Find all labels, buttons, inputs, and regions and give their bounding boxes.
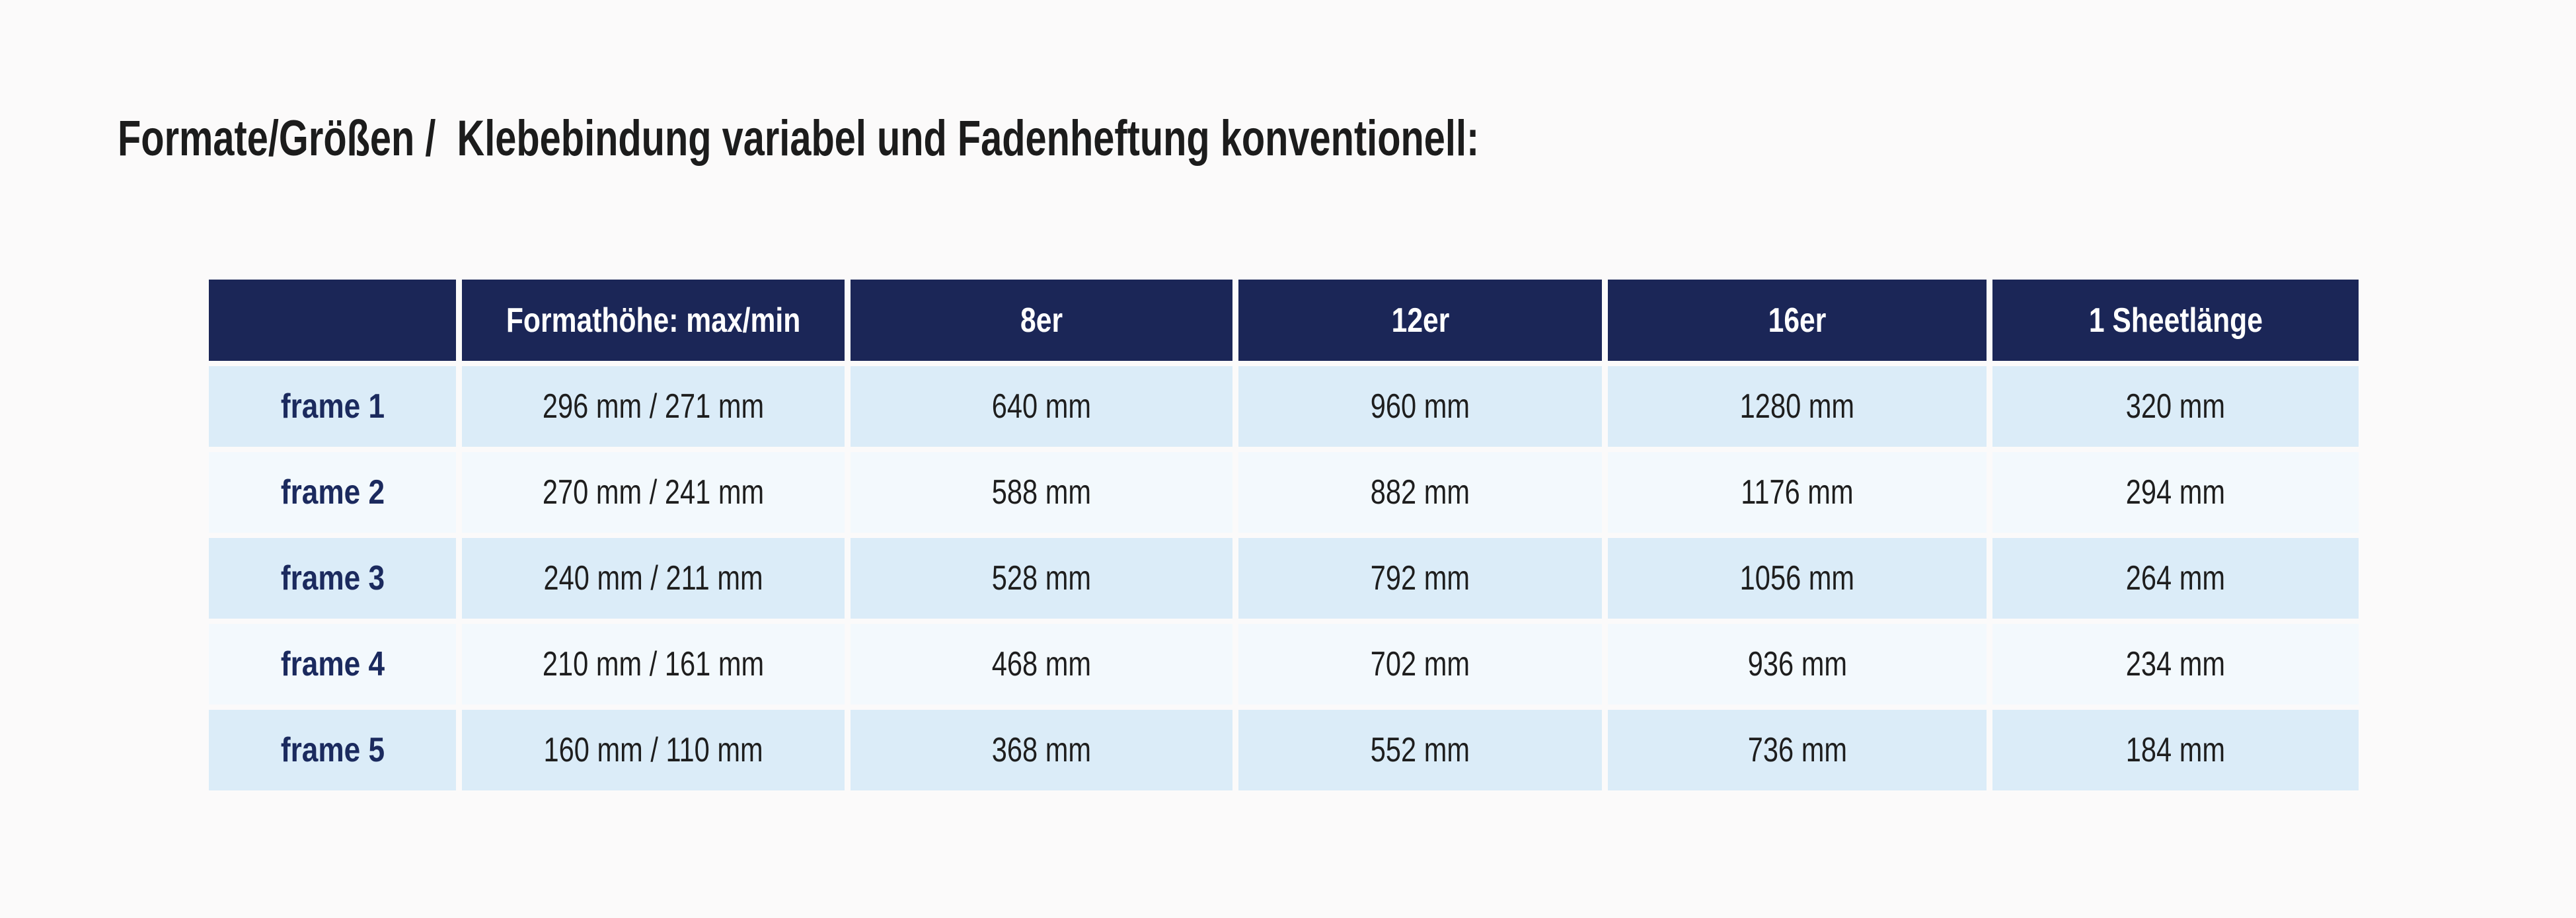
header-cell-12er: 12er [1238, 280, 1602, 361]
value-cell: 528 mm [851, 538, 1232, 619]
value-cell: 1056 mm [1608, 538, 1987, 619]
header-cell-16er: 16er [1608, 280, 1987, 361]
value-cell: 1280 mm [1608, 366, 1987, 447]
page-title: Formate/Größen / Klebebindung variabel u… [118, 111, 1909, 167]
data-table: Formathöhe: max/min 8er 12er 16er 1 Shee… [209, 280, 2359, 790]
value-cell: 588 mm [851, 452, 1232, 533]
value-cell: 160 mm / 110 mm [462, 710, 845, 790]
header-cell-sheetlaenge: 1 Sheetlänge [1992, 280, 2359, 361]
value-cell: 960 mm [1238, 366, 1602, 447]
header-cell-empty [209, 280, 456, 361]
value-cell: 184 mm [1992, 710, 2359, 790]
value-cell: 640 mm [851, 366, 1232, 447]
value-cell: 882 mm [1238, 452, 1602, 533]
value-cell: 294 mm [1992, 452, 2359, 533]
row-label-cell: frame 1 [209, 366, 456, 447]
value-cell: 368 mm [851, 710, 1232, 790]
row-label-cell: frame 2 [209, 452, 456, 533]
value-cell: 320 mm [1992, 366, 2359, 447]
value-cell: 264 mm [1992, 538, 2359, 619]
value-cell: 270 mm / 241 mm [462, 452, 845, 533]
row-label-cell: frame 3 [209, 538, 456, 619]
header-cell-formathoehe: Formathöhe: max/min [462, 280, 845, 361]
row-label-cell: frame 4 [209, 624, 456, 705]
value-cell: 702 mm [1238, 624, 1602, 705]
value-cell: 792 mm [1238, 538, 1602, 619]
value-cell: 936 mm [1608, 624, 1987, 705]
page-title-text: Formate/Größen / Klebebindung variabel u… [118, 110, 1480, 167]
value-cell: 240 mm / 211 mm [462, 538, 845, 619]
row-label-cell: frame 5 [209, 710, 456, 790]
value-cell: 296 mm / 271 mm [462, 366, 845, 447]
value-cell: 210 mm / 161 mm [462, 624, 845, 705]
header-cell-8er: 8er [851, 280, 1232, 361]
value-cell: 1176 mm [1608, 452, 1987, 533]
value-cell: 552 mm [1238, 710, 1602, 790]
value-cell: 736 mm [1608, 710, 1987, 790]
value-cell: 468 mm [851, 624, 1232, 705]
value-cell: 234 mm [1992, 624, 2359, 705]
